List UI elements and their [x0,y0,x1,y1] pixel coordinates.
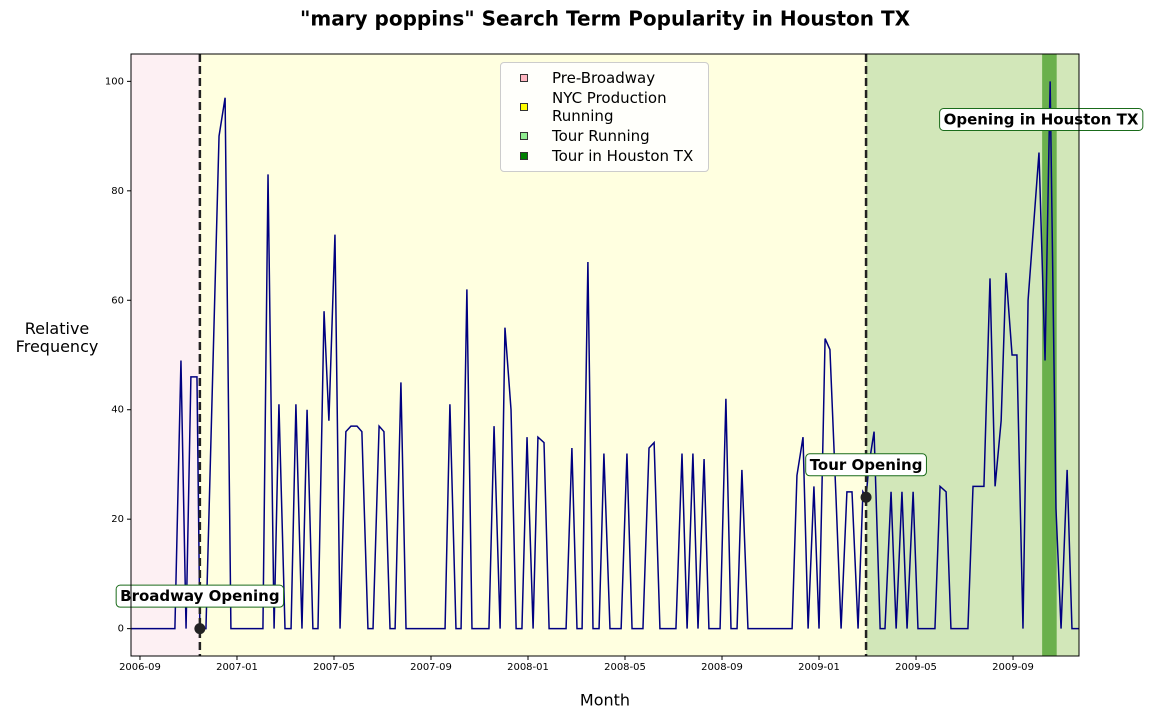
line [131,81,1079,630]
x-axis-label: Month [580,691,630,710]
region [1042,54,1057,656]
legend-marker [520,132,528,140]
legend: Pre-Broadway NYC Production Running Tour R… [500,62,709,172]
y-tick-label: 80 [111,186,124,197]
event-point [194,623,206,635]
x-tick-label: 2009-09 [992,662,1034,673]
legend-item: Tour Running [501,127,708,145]
y-tick-label: 60 [111,295,124,306]
legend-label: NYC Production Running [552,89,667,125]
annotation-box [115,584,285,608]
legend-label: Pre-Broadway [552,69,656,87]
legend-item: Pre-Broadway [501,69,708,87]
annotation-box [939,108,1144,131]
legend-item: Tour in Houston TX [501,147,708,165]
y-axis-label: Relative Frequency [15,319,99,356]
annotation: Tour Opening [810,456,923,474]
legend-marker [520,74,528,82]
x-tick-label: 2007-01 [216,662,258,673]
y-tick-label: 100 [105,76,124,87]
x-tick-label: 2009-05 [895,662,937,673]
x-tick-label: 2008-01 [507,662,549,673]
annotation-box [805,453,927,477]
x-tick-label: 2009-01 [798,662,840,673]
x-tick-label: 2007-09 [410,662,452,673]
y-tick-label: 0 [118,624,124,635]
plot-frame [130,53,1080,657]
x-tick-label: 2007-05 [313,662,355,673]
region [131,54,200,656]
x-tick-label: 2008-09 [701,662,743,673]
y-tick-label: 40 [111,405,124,416]
annotation: Broadway Opening [120,587,279,605]
legend-marker [520,103,528,111]
legend-item: NYC Production Running [501,89,708,125]
x-tick-label: 2008-05 [604,662,646,673]
chart-title: "mary poppins" Search Term Popularity in… [300,7,911,31]
y-tick-label: 20 [111,514,124,525]
x-tick-label: 2006-09 [119,662,161,673]
legend-label: Tour in Houston TX [552,147,694,165]
event-point [860,491,872,503]
annotation: Opening in Houston TX [944,111,1139,129]
legend-marker [520,152,528,160]
legend-label: Tour Running [552,127,650,145]
